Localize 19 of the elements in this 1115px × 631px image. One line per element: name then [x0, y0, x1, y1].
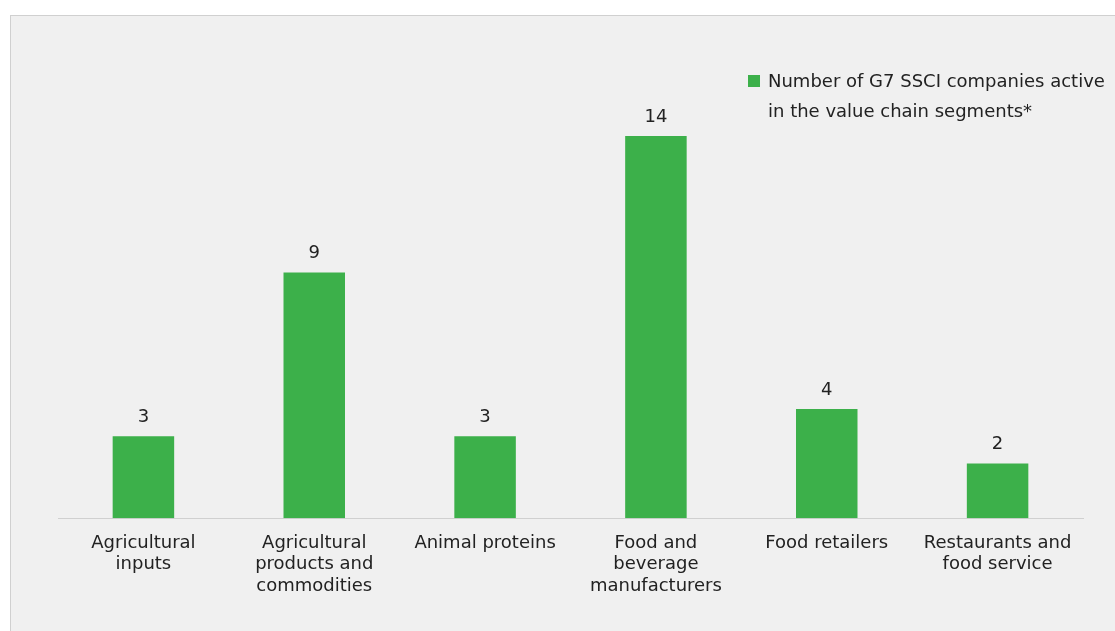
- x-tick-label: Agricultural products and commodities: [255, 530, 374, 595]
- data-label: 3: [137, 404, 150, 426]
- x-tick-label: Agricultural inputs: [91, 530, 196, 574]
- x-tick-label: Food and beverage manufacturers: [589, 530, 722, 595]
- bar: [796, 409, 858, 519]
- data-label: 4: [821, 377, 833, 399]
- x-tick-label: Food retailers: [765, 530, 889, 552]
- bar: [283, 272, 345, 519]
- data-label: 3: [479, 404, 491, 426]
- data-label: 14: [644, 104, 668, 126]
- bar: [454, 436, 516, 519]
- legend-label: Number of G7 SSCI companies active in the value chain segments*: [768, 69, 1106, 123]
- data-label: 9: [308, 241, 320, 263]
- data-label: 2: [991, 432, 1004, 454]
- x-tick-label: Animal proteins: [414, 530, 556, 552]
- bar: [112, 436, 175, 519]
- bar: [625, 136, 687, 519]
- bar: [966, 463, 1029, 519]
- x-tick-label: Restaurants and food service: [923, 530, 1072, 574]
